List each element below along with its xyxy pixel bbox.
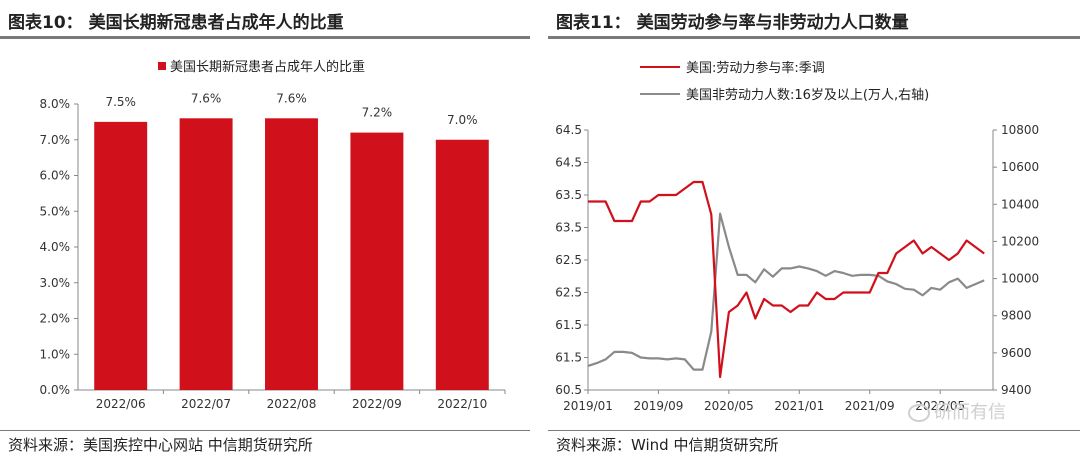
bar bbox=[435, 139, 489, 390]
y-tick-label: 2.0% bbox=[40, 312, 71, 326]
x-tick-label: 2022/06 bbox=[96, 397, 146, 411]
y-tick-label: 7.0% bbox=[40, 133, 71, 147]
right-source-note: 资料来源：Wind 中信期货研究所 bbox=[556, 436, 779, 454]
bar-data-label: 7.2% bbox=[362, 106, 393, 120]
series-line-not-in-labor-force bbox=[587, 212, 985, 371]
right-panel: 图表11： 美国劳动参与率与非劳动力人口数量 美国:劳动力参与率:季调美国非劳动… bbox=[548, 0, 1080, 461]
y-tick-label: 8.0% bbox=[40, 97, 71, 111]
left-source-rule bbox=[0, 430, 530, 431]
left-y-tick-label: 64.5 bbox=[555, 123, 582, 137]
series-line-participation bbox=[588, 180, 985, 379]
right-figure-title: 图表11： 美国劳动参与率与非劳动力人口数量 bbox=[556, 13, 909, 33]
right-title-rule bbox=[548, 36, 1080, 39]
legend-label-not-in-labor-force: 美国非劳动力人数:16岁及以上(万人,右轴) bbox=[686, 87, 929, 103]
bar bbox=[265, 118, 318, 391]
left-y-tick-label: 62.5 bbox=[555, 253, 582, 267]
right-y-tick-label: 10400 bbox=[1001, 197, 1039, 211]
x-tick-label: 2022/07 bbox=[181, 397, 231, 411]
y-tick-label: 6.0% bbox=[40, 169, 71, 183]
x-tick-label: 2019/01 bbox=[563, 399, 613, 413]
x-tick-label: 2020/05 bbox=[704, 399, 754, 413]
x-tick-label: 2022/10 bbox=[437, 397, 487, 411]
left-y-tick-label: 61.5 bbox=[555, 318, 582, 332]
left-y-tick-label: 63.5 bbox=[555, 221, 582, 235]
y-tick-label: 4.0% bbox=[40, 240, 71, 254]
left-y-tick-label: 64.5 bbox=[555, 156, 582, 170]
watermark: 研而有信 bbox=[908, 398, 1006, 424]
bar-data-label: 7.0% bbox=[447, 113, 478, 127]
bar-data-label: 7.6% bbox=[191, 91, 222, 105]
right-y-tick-label: 9800 bbox=[1001, 309, 1032, 323]
left-source-note: 资料来源：美国疾控中心网站 中信期货研究所 bbox=[8, 436, 313, 454]
bar bbox=[94, 121, 148, 390]
left-y-tick-label: 62.5 bbox=[555, 286, 582, 300]
right-source-rule bbox=[548, 430, 1080, 431]
left-y-tick-label: 63.5 bbox=[555, 188, 582, 202]
right-y-tick-label: 9600 bbox=[1001, 346, 1032, 360]
left-panel: 图表10： 美国长期新冠患者占成年人的比重 美国长期新冠患者占成年人的比重 0.0… bbox=[0, 0, 530, 461]
y-tick-label: 3.0% bbox=[40, 276, 71, 290]
bar-chart: 美国长期新冠患者占成年人的比重 0.0% 1.0% 2.0% 3.0% 4.0% 5.0% 6… bbox=[40, 59, 506, 411]
bar-data-label: 7.5% bbox=[105, 95, 136, 109]
right-y-tick-label: 10600 bbox=[1001, 160, 1039, 174]
right-y-tick-label: 9400 bbox=[1001, 383, 1032, 397]
right-y-tick-label: 10000 bbox=[1001, 272, 1039, 286]
x-tick-label: 2021/09 bbox=[845, 399, 895, 413]
legend-swatch-bar bbox=[158, 62, 166, 70]
y-tick-label: 5.0% bbox=[40, 204, 71, 218]
bar bbox=[179, 118, 233, 391]
y-tick-label: 1.0% bbox=[40, 347, 71, 361]
x-tick-label: 2019/09 bbox=[634, 399, 684, 413]
watermark-text: 研而有信 bbox=[934, 402, 1006, 423]
bar-data-label: 7.6% bbox=[276, 91, 307, 105]
x-tick-label: 2021/01 bbox=[774, 399, 824, 413]
right-y-tick-label: 10200 bbox=[1001, 234, 1039, 248]
bar bbox=[350, 132, 404, 390]
left-y-tick-label: 61.5 bbox=[555, 351, 582, 365]
right-y-tick-label: 10800 bbox=[1001, 123, 1039, 137]
y-tick-label: 0.0% bbox=[40, 383, 71, 397]
x-tick-label: 2022/08 bbox=[267, 397, 317, 411]
left-title-rule bbox=[0, 36, 530, 39]
left-y-tick-label: 60.5 bbox=[555, 383, 582, 397]
x-tick-label: 2022/09 bbox=[352, 397, 402, 411]
legend-label-bar: 美国长期新冠患者占成年人的比重 bbox=[170, 59, 365, 75]
left-figure-title: 图表10： 美国长期新冠患者占成年人的比重 bbox=[8, 13, 344, 33]
legend-label-participation: 美国:劳动力参与率:季调 bbox=[686, 60, 825, 76]
wechat-icon bbox=[908, 404, 930, 422]
